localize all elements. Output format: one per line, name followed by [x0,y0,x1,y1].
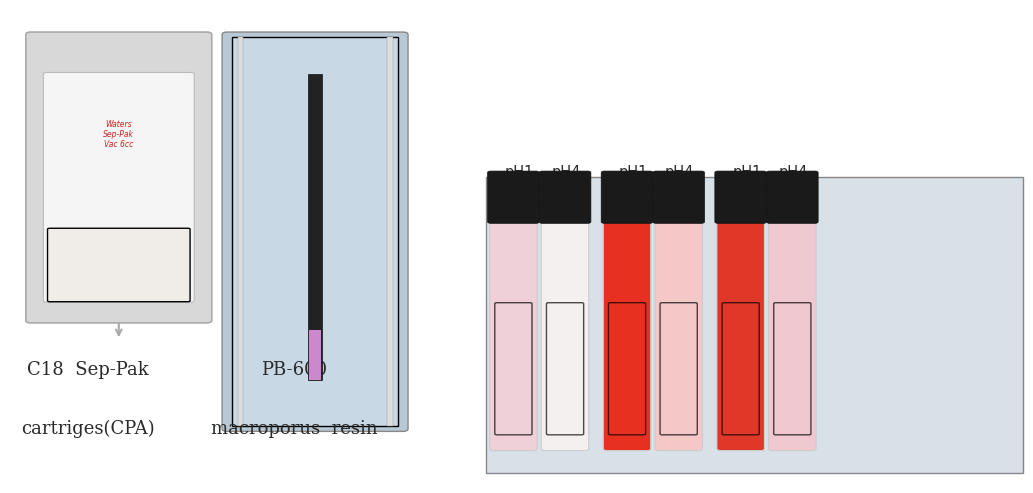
FancyBboxPatch shape [43,72,194,302]
FancyBboxPatch shape [608,303,646,435]
Text: cartriges(CPA): cartriges(CPA) [21,420,155,438]
FancyBboxPatch shape [222,32,408,431]
FancyBboxPatch shape [48,228,190,302]
Text: CPA: CPA [644,200,675,218]
FancyBboxPatch shape [486,177,1023,473]
Text: pH1: pH1 [732,165,761,180]
FancyBboxPatch shape [655,210,702,451]
FancyBboxPatch shape [495,303,532,435]
Text: macroporus  resin: macroporus resin [211,420,378,438]
FancyBboxPatch shape [769,210,816,451]
FancyBboxPatch shape [26,32,212,323]
FancyBboxPatch shape [653,171,705,223]
Bar [387,37,393,426]
FancyBboxPatch shape [232,37,398,426]
Text: ME: ME [533,200,558,218]
FancyBboxPatch shape [541,210,589,451]
FancyBboxPatch shape [715,171,766,223]
FancyBboxPatch shape [490,210,537,451]
Text: Waters
Sep-Pak
Vac 6cc: Waters Sep-Pak Vac 6cc [103,120,134,149]
Text: PB-600: PB-600 [261,361,327,379]
FancyBboxPatch shape [660,303,697,435]
Text: pH4: pH4 [552,165,581,180]
FancyBboxPatch shape [601,171,653,223]
Bar [309,330,321,380]
Bar [308,74,322,380]
Text: pH4: pH4 [779,165,808,180]
FancyBboxPatch shape [539,171,591,223]
Bar [238,37,243,426]
Text: pH4: pH4 [665,165,694,180]
FancyBboxPatch shape [488,171,539,223]
Text: C18  Sep-Pak: C18 Sep-Pak [27,361,149,379]
FancyBboxPatch shape [766,171,818,223]
FancyBboxPatch shape [717,210,764,451]
Text: pH1: pH1 [619,165,648,180]
FancyBboxPatch shape [722,303,759,435]
Text: RPA: RPA [756,200,789,218]
Text: pH1: pH1 [505,165,534,180]
FancyBboxPatch shape [774,303,811,435]
FancyBboxPatch shape [603,210,651,451]
FancyBboxPatch shape [546,303,584,435]
